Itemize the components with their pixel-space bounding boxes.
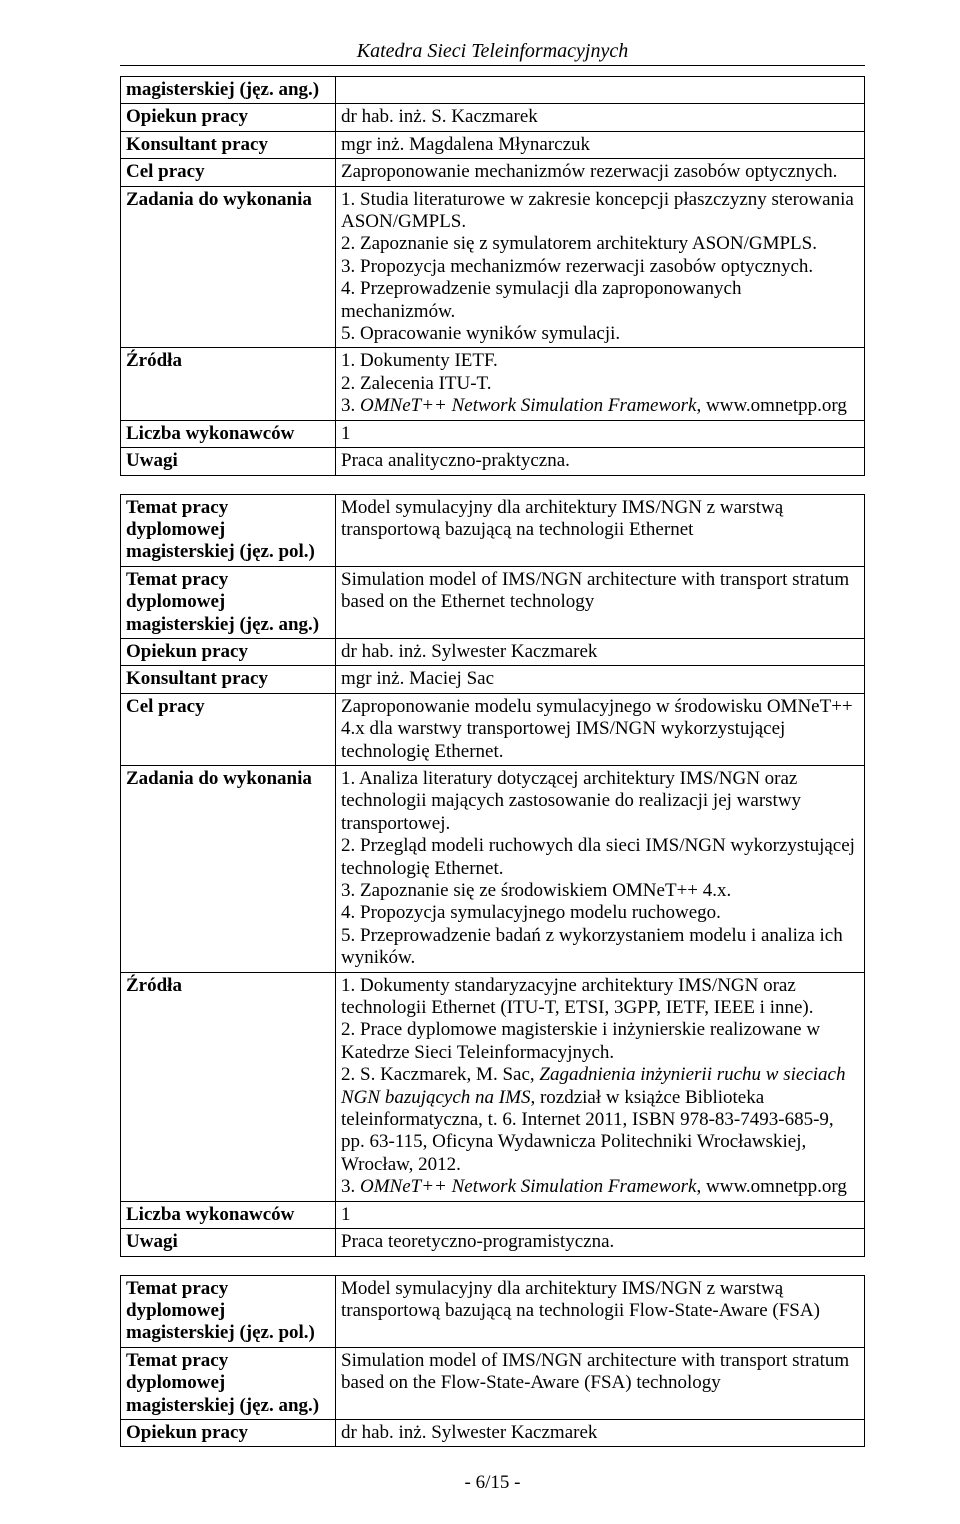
row-value: Simulation model of IMS/NGN architecture…	[336, 1347, 865, 1419]
row-value: Praca teoretyczno-programistyczna.	[336, 1229, 865, 1256]
table-row: Opiekun pracydr hab. inż. Sylwester Kacz…	[121, 1419, 865, 1446]
page-footer: - 6/15 -	[120, 1472, 865, 1494]
table-row: magisterskiej (jęz. ang.)	[121, 77, 865, 104]
row-label: Zadania do wykonania	[121, 765, 336, 972]
row-value: Simulation model of IMS/NGN architecture…	[336, 566, 865, 638]
row-value	[336, 77, 865, 104]
row-label: Opiekun pracy	[121, 104, 336, 131]
row-value: dr hab. inż. Sylwester Kaczmarek	[336, 1419, 865, 1446]
table-row: Opiekun pracydr hab. inż. Sylwester Kacz…	[121, 638, 865, 665]
table-row: Źródła1. Dokumenty standaryzacyjne archi…	[121, 972, 865, 1201]
row-value: 1. Analiza literatury dotyczącej archite…	[336, 765, 865, 972]
table-row: Temat pracy dyplomowej magisterskiej (ję…	[121, 566, 865, 638]
row-label: Temat pracy dyplomowej magisterskiej (ję…	[121, 566, 336, 638]
table-row: Opiekun pracydr hab. inż. S. Kaczmarek	[121, 104, 865, 131]
row-label: Temat pracy dyplomowej magisterskiej (ję…	[121, 1275, 336, 1347]
row-value: Zaproponowanie modelu symulacyjnego w śr…	[336, 693, 865, 765]
entry-table-3: Temat pracy dyplomowej magisterskiej (ję…	[120, 1275, 865, 1448]
entry-table-1: magisterskiej (jęz. ang.)Opiekun pracydr…	[120, 76, 865, 476]
row-value: dr hab. inż. S. Kaczmarek	[336, 104, 865, 131]
table-row: Temat pracy dyplomowej magisterskiej (ję…	[121, 494, 865, 566]
table-row: UwagiPraca teoretyczno-programistyczna.	[121, 1229, 865, 1256]
row-label: Opiekun pracy	[121, 1419, 336, 1446]
row-label: Konsultant pracy	[121, 666, 336, 693]
row-label: magisterskiej (jęz. ang.)	[121, 77, 336, 104]
row-value: Praca analityczno-praktyczna.	[336, 448, 865, 475]
table-row: Temat pracy dyplomowej magisterskiej (ję…	[121, 1275, 865, 1347]
row-value: 1	[336, 420, 865, 447]
table-row: Liczba wykonawców1	[121, 1201, 865, 1228]
table-row: Zadania do wykonania1. Studia literaturo…	[121, 186, 865, 348]
row-value: Zaproponowanie mechanizmów rezerwacji za…	[336, 159, 865, 186]
row-label: Opiekun pracy	[121, 638, 336, 665]
row-value: 1. Studia literaturowe w zakresie koncep…	[336, 186, 865, 348]
row-label: Cel pracy	[121, 693, 336, 765]
row-value: 1. Dokumenty standaryzacyjne architektur…	[336, 972, 865, 1201]
table-row: Cel pracyZaproponowanie modelu symulacyj…	[121, 693, 865, 765]
row-label: Temat pracy dyplomowej magisterskiej (ję…	[121, 494, 336, 566]
table-row: Zadania do wykonania1. Analiza literatur…	[121, 765, 865, 972]
row-value: mgr inż. Magdalena Młynarczuk	[336, 131, 865, 158]
entry-table-2: Temat pracy dyplomowej magisterskiej (ję…	[120, 494, 865, 1257]
table-row: Źródła1. Dokumenty IETF.2. Zalecenia ITU…	[121, 348, 865, 420]
page: Katedra Sieci Teleinformacyjnych magiste…	[0, 0, 960, 1524]
row-value: 1. Dokumenty IETF.2. Zalecenia ITU-T.3. …	[336, 348, 865, 420]
row-label: Konsultant pracy	[121, 131, 336, 158]
table-row: Konsultant pracymgr inż. Maciej Sac	[121, 666, 865, 693]
row-label: Uwagi	[121, 1229, 336, 1256]
table-row: Liczba wykonawców1	[121, 420, 865, 447]
row-value: Model symulacyjny dla architektury IMS/N…	[336, 1275, 865, 1347]
page-number: - 6/15 -	[465, 1472, 521, 1493]
header-title-text: Katedra Sieci Teleinformacyjnych	[357, 40, 628, 62]
row-label: Zadania do wykonania	[121, 186, 336, 348]
row-label: Temat pracy dyplomowej magisterskiej (ję…	[121, 1347, 336, 1419]
table-row: Cel pracyZaproponowanie mechanizmów reze…	[121, 159, 865, 186]
page-header: Katedra Sieci Teleinformacyjnych	[120, 40, 865, 66]
row-value: dr hab. inż. Sylwester Kaczmarek	[336, 638, 865, 665]
row-value: 1	[336, 1201, 865, 1228]
table-row: Konsultant pracymgr inż. Magdalena Młyna…	[121, 131, 865, 158]
row-value: Model symulacyjny dla architektury IMS/N…	[336, 494, 865, 566]
row-label: Liczba wykonawców	[121, 420, 336, 447]
row-label: Źródła	[121, 972, 336, 1201]
row-label: Liczba wykonawców	[121, 1201, 336, 1228]
table-row: UwagiPraca analityczno-praktyczna.	[121, 448, 865, 475]
table-row: Temat pracy dyplomowej magisterskiej (ję…	[121, 1347, 865, 1419]
row-label: Źródła	[121, 348, 336, 420]
row-label: Uwagi	[121, 448, 336, 475]
row-label: Cel pracy	[121, 159, 336, 186]
row-value: mgr inż. Maciej Sac	[336, 666, 865, 693]
